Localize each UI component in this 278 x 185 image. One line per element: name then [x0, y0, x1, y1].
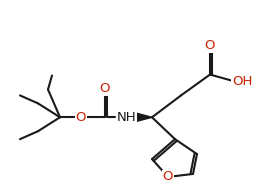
- Text: O: O: [205, 39, 215, 52]
- Text: O: O: [100, 82, 110, 95]
- Text: O: O: [76, 111, 86, 124]
- Text: O: O: [163, 170, 173, 184]
- Text: OH: OH: [232, 75, 252, 88]
- Text: NH: NH: [117, 111, 137, 124]
- Polygon shape: [137, 113, 152, 121]
